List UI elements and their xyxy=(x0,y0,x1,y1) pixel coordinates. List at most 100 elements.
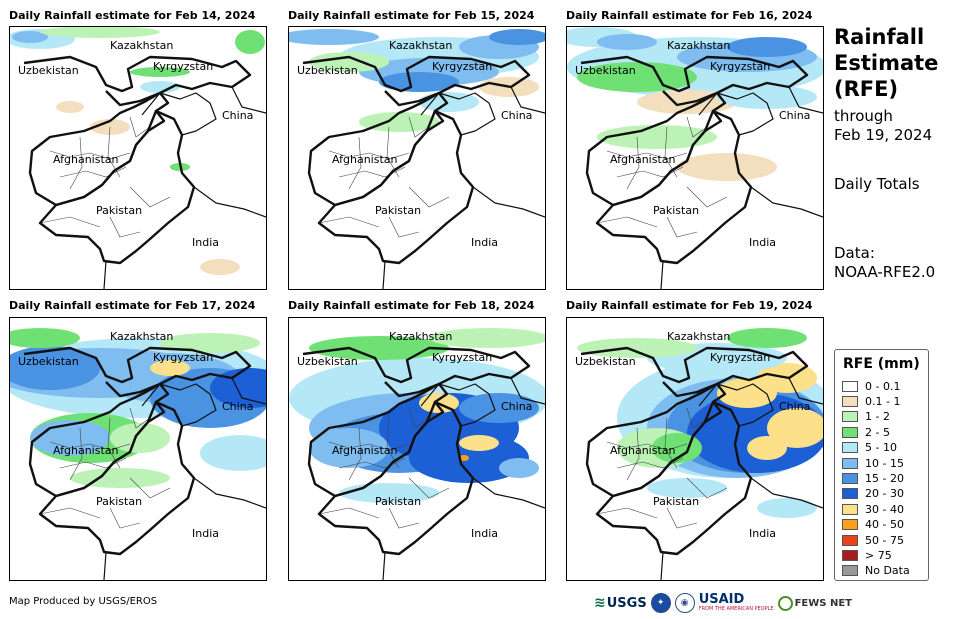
country-border xyxy=(103,551,107,580)
legend-item: > 75 xyxy=(842,548,892,562)
province-border xyxy=(686,407,708,429)
province-border xyxy=(408,186,450,208)
province-border xyxy=(328,441,410,451)
map-label-china: China xyxy=(501,400,533,413)
map-label-pakistan: Pakistan xyxy=(653,495,700,508)
rainfall-area xyxy=(767,408,823,448)
doi-seal-icon: ◉ xyxy=(674,593,695,613)
province-border xyxy=(318,216,380,228)
panel-title: Daily Rainfall estimate for Feb 17, 2024 xyxy=(9,299,256,312)
province-border xyxy=(129,407,151,429)
rainfall-area xyxy=(379,72,459,92)
province-border xyxy=(318,507,380,519)
province-border xyxy=(388,507,420,529)
map-label-kyrgyzstan: Kyrgyzstan xyxy=(710,60,771,73)
map-label-uzbekistan: Uzbekistan xyxy=(297,64,358,77)
usaid-text: USAID xyxy=(698,592,745,607)
fews-net-logo: FEWS NET xyxy=(777,595,852,611)
legend-label: 30 - 40 xyxy=(865,502,904,516)
map-label-kazakhstan: Kazakhstan xyxy=(389,39,453,52)
map-label-china: China xyxy=(222,400,254,413)
legend-item: 30 - 40 xyxy=(842,502,904,516)
country-border-bold xyxy=(595,400,753,556)
country-border xyxy=(698,383,774,427)
province-border xyxy=(686,186,728,208)
map-label-pakistan: Pakistan xyxy=(375,495,422,508)
province-border xyxy=(39,507,101,519)
map-canvas xyxy=(10,27,266,289)
usgs-logo: ≋ USGS xyxy=(594,595,647,611)
panel-title: Daily Rainfall estimate for Feb 19, 2024 xyxy=(566,299,813,312)
map-label-kyrgyzstan: Kyrgyzstan xyxy=(432,60,493,73)
map-label-pakistan: Pakistan xyxy=(653,204,700,217)
map-label-uzbekistan: Uzbekistan xyxy=(18,64,79,77)
map-label-uzbekistan: Uzbekistan xyxy=(575,64,636,77)
legend-item: 2 - 5 xyxy=(842,425,890,439)
rainfall-area xyxy=(140,81,180,93)
legend-swatch xyxy=(842,565,858,577)
country-border-bold xyxy=(302,346,531,398)
legend-label: 1 - 2 xyxy=(865,410,890,424)
map-canvas xyxy=(577,328,823,580)
province-border xyxy=(39,216,101,228)
rainfall-area xyxy=(12,31,48,43)
country-border xyxy=(103,260,107,289)
country-border xyxy=(750,186,823,218)
rainfall-area xyxy=(235,30,265,54)
legend-swatch xyxy=(842,442,858,454)
country-border-bold xyxy=(38,109,196,265)
province-border xyxy=(129,116,151,138)
map-label-kazakhstan: Kazakhstan xyxy=(667,330,731,343)
map-label-afghanistan: Afghanistan xyxy=(53,444,119,457)
province-border xyxy=(59,457,127,469)
rainfall-area xyxy=(56,101,84,113)
usaid-tagline: FROM THE AMERICAN PEOPLE xyxy=(698,606,774,612)
rainfall-area xyxy=(309,52,389,72)
map-label-afghanistan: Afghanistan xyxy=(610,444,676,457)
province-border xyxy=(616,457,684,469)
country-border xyxy=(788,86,823,114)
totals-label: Daily Totals xyxy=(834,175,920,193)
map-label-kyrgyzstan: Kyrgyzstan xyxy=(710,351,771,364)
map-label-pakistan: Pakistan xyxy=(96,204,143,217)
map-label-kazakhstan: Kazakhstan xyxy=(110,39,174,52)
province-border xyxy=(666,216,698,238)
country-border xyxy=(472,477,545,509)
province-border xyxy=(686,477,728,499)
map-label-india: India xyxy=(749,527,776,540)
legend-label: 0 - 0.1 xyxy=(865,379,901,393)
province-border xyxy=(606,441,688,451)
rainfall-map-4: Kazakhstan Uzbekistan Kyrgyzstan China Afgha… xyxy=(9,317,267,581)
legend-item: 10 - 15 xyxy=(842,456,904,470)
data-label: Data: xyxy=(834,244,875,262)
country-border xyxy=(660,260,664,289)
legend-item: 0 - 0.1 xyxy=(842,379,900,393)
country-border-bold xyxy=(580,346,809,398)
map-label-kyrgyzstan: Kyrgyzstan xyxy=(432,351,493,364)
country-border xyxy=(510,86,545,114)
country-border xyxy=(420,383,496,427)
rainfall-area xyxy=(747,436,787,460)
province-border xyxy=(686,116,708,138)
legend-item: 15 - 20 xyxy=(842,471,904,485)
country-border xyxy=(660,551,664,580)
country-border xyxy=(472,186,545,218)
province-border xyxy=(626,136,640,190)
legend-item: 40 - 50 xyxy=(842,518,904,532)
legend-label: No Data xyxy=(865,564,910,578)
rainfall-area xyxy=(130,67,190,77)
province-border xyxy=(69,136,83,190)
province-border xyxy=(626,427,640,481)
map-label-pakistan: Pakistan xyxy=(375,204,422,217)
rainfall-area xyxy=(499,458,539,478)
country-border-bold xyxy=(317,109,475,265)
rainfall-area xyxy=(289,29,379,45)
panel-title: Daily Rainfall estimate for Feb 16, 2024 xyxy=(566,9,813,22)
legend-label: 0.1 - 1 xyxy=(865,394,901,408)
rainfall-area xyxy=(210,368,266,408)
country-border xyxy=(141,92,217,136)
map-label-kyrgyzstan: Kyrgyzstan xyxy=(153,351,214,364)
legend-label: 20 - 30 xyxy=(865,487,904,501)
legend-label: 10 - 15 xyxy=(865,456,904,470)
legend-title: RFE (mm) xyxy=(843,356,920,372)
